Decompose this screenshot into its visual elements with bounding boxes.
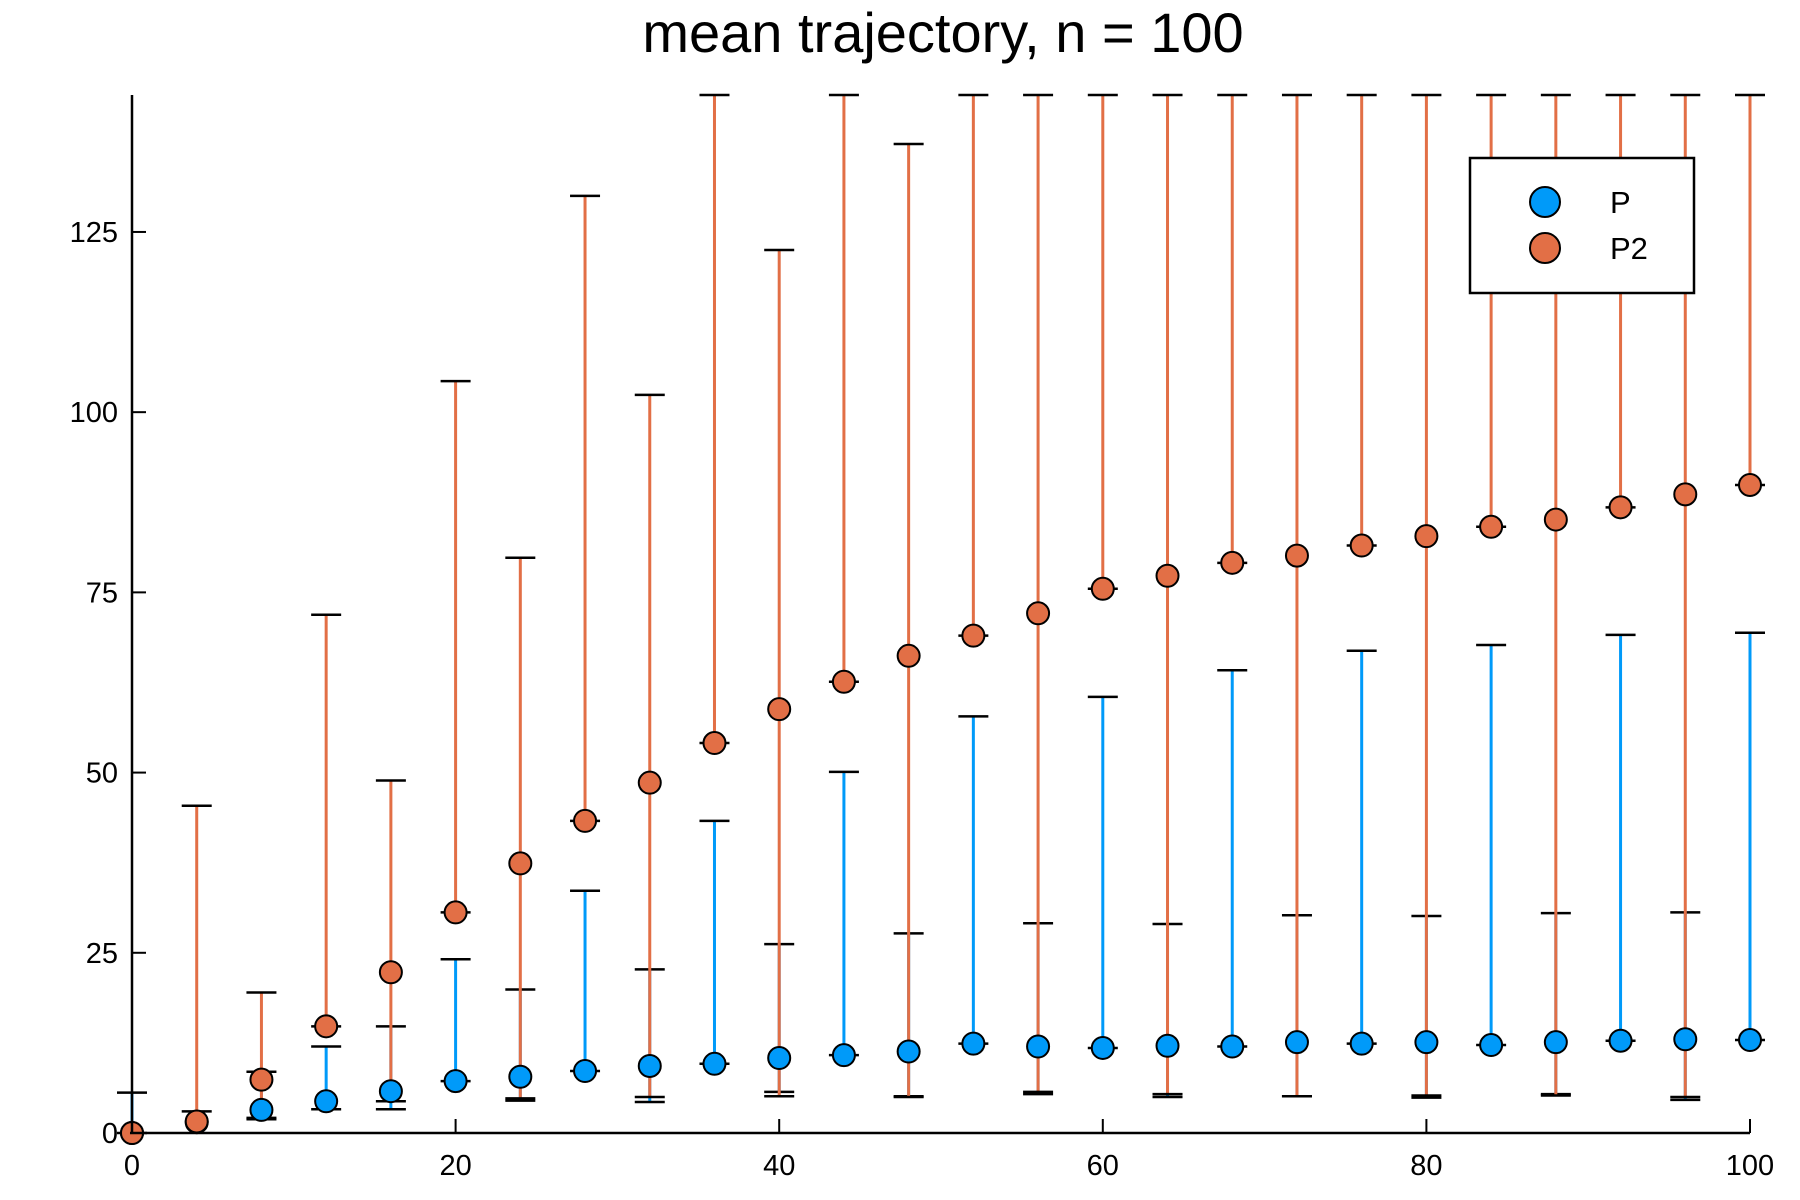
point-P <box>1220 1034 1245 1059</box>
point-P <box>1479 1033 1504 1058</box>
point-P2 <box>1543 507 1568 532</box>
axes-layer <box>130 95 1750 1135</box>
point-P <box>1026 1034 1051 1059</box>
point-P <box>637 1053 662 1078</box>
x-tick-label: 80 <box>1410 1150 1442 1182</box>
point-P2 <box>702 731 727 756</box>
point-P <box>961 1031 986 1056</box>
x-tick-label: 100 <box>1726 1150 1774 1182</box>
point-P2 <box>573 808 598 833</box>
point-P <box>378 1079 403 1104</box>
legend: P P2 <box>1468 156 1696 295</box>
point-P2 <box>1479 514 1504 539</box>
point-P2 <box>508 851 533 876</box>
x-tick-label: 20 <box>439 1150 471 1182</box>
error-bars-layer <box>117 93 1765 1135</box>
x-tick-label: 0 <box>124 1150 140 1182</box>
point-P2 <box>1090 576 1115 601</box>
legend-label-P: P <box>1610 185 1631 220</box>
point-P2 <box>637 770 662 795</box>
x-tick-label: 60 <box>1087 1150 1119 1182</box>
legend-box <box>1468 156 1696 295</box>
legend-marker-P <box>1529 186 1561 218</box>
point-P <box>767 1046 792 1071</box>
point-P2 <box>1673 482 1698 507</box>
point-P2 <box>1738 472 1762 497</box>
point-P2 <box>1155 563 1180 588</box>
y-tick-label: 25 <box>86 938 118 970</box>
point-P2 <box>1414 524 1439 549</box>
point-P2 <box>896 643 921 668</box>
point-P2 <box>831 669 856 694</box>
point-P2 <box>1608 495 1633 520</box>
y-tick-label: 0 <box>102 1118 118 1150</box>
point-P <box>1608 1028 1633 1053</box>
point-P <box>443 1069 468 1094</box>
point-P2 <box>443 900 468 925</box>
y-tick-label: 50 <box>86 758 118 790</box>
point-P2 <box>378 960 403 985</box>
point-P <box>573 1059 598 1084</box>
point-P2 <box>767 697 792 722</box>
point-P <box>1414 1030 1439 1055</box>
point-P2 <box>314 1014 339 1039</box>
legend-marker-P2 <box>1529 232 1561 264</box>
point-P2 <box>249 1067 274 1092</box>
point-P <box>1349 1031 1374 1056</box>
point-P <box>896 1039 921 1064</box>
point-P2 <box>1284 543 1309 568</box>
y-tick-label: 75 <box>86 577 118 609</box>
point-P <box>1673 1027 1698 1052</box>
point-P2 <box>1349 533 1374 558</box>
point-P2 <box>1026 601 1051 626</box>
point-P <box>314 1089 339 1114</box>
point-P <box>1090 1035 1115 1060</box>
y-tick-label: 125 <box>70 217 118 249</box>
point-P <box>1738 1028 1762 1053</box>
point-P <box>1543 1030 1568 1055</box>
point-P <box>831 1043 856 1068</box>
point-P <box>249 1097 274 1122</box>
point-P <box>702 1051 727 1076</box>
point-P <box>1155 1033 1180 1058</box>
point-P2 <box>961 623 986 648</box>
x-tick-label: 40 <box>763 1150 795 1182</box>
points-layer <box>120 472 1762 1145</box>
point-P <box>1284 1030 1309 1055</box>
y-tick-label: 100 <box>70 397 118 429</box>
ticks-layer: 0 20 40 60 80 100 0 25 50 75 100 125 <box>70 217 1775 1182</box>
legend-label-P2: P2 <box>1610 231 1648 266</box>
point-P2 <box>184 1109 209 1134</box>
chart-title: mean trajectory, n = 100 <box>642 1 1243 64</box>
point-P <box>508 1064 533 1089</box>
point-P2 <box>1220 550 1245 575</box>
